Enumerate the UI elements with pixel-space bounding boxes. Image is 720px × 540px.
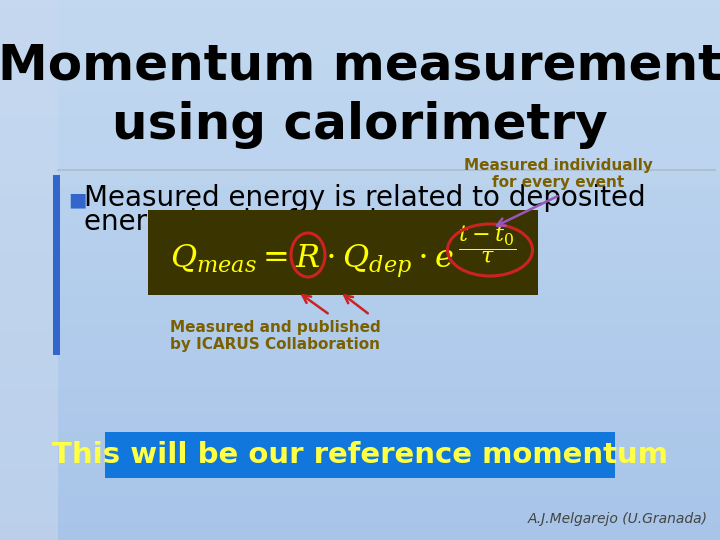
Bar bbox=[0, 269, 720, 279]
Bar bbox=[0, 215, 720, 225]
Bar bbox=[0, 206, 720, 216]
Bar bbox=[0, 422, 720, 432]
Bar bbox=[0, 0, 58, 540]
Bar bbox=[0, 26, 720, 36]
Bar bbox=[0, 296, 720, 306]
Bar bbox=[0, 458, 720, 468]
Bar bbox=[0, 152, 720, 162]
Bar bbox=[0, 521, 720, 531]
Bar bbox=[0, 125, 720, 135]
Bar bbox=[0, 494, 720, 504]
Bar bbox=[0, 485, 720, 495]
Bar bbox=[0, 188, 720, 198]
Bar bbox=[0, 404, 720, 414]
Bar bbox=[0, 53, 720, 63]
Text: ■: ■ bbox=[68, 191, 86, 210]
Bar bbox=[0, 260, 720, 270]
Bar bbox=[0, 8, 720, 18]
Bar bbox=[0, 170, 720, 180]
Bar bbox=[0, 35, 720, 45]
Bar bbox=[0, 89, 720, 99]
Bar bbox=[0, 449, 720, 459]
Bar bbox=[0, 0, 720, 185]
Bar bbox=[105, 432, 615, 478]
Bar bbox=[0, 314, 720, 324]
Bar bbox=[0, 224, 720, 234]
Bar bbox=[0, 116, 720, 126]
Bar bbox=[0, 287, 720, 297]
Bar bbox=[0, 305, 720, 315]
Bar bbox=[0, 530, 720, 540]
Bar bbox=[0, 143, 720, 153]
Text: A.J.Melgarejo (U.Granada): A.J.Melgarejo (U.Granada) bbox=[528, 512, 708, 526]
Text: Measured energy is related to deposited: Measured energy is related to deposited bbox=[84, 184, 646, 212]
Bar bbox=[0, 467, 720, 477]
Text: This will be our reference momentum: This will be our reference momentum bbox=[52, 441, 668, 469]
Bar bbox=[0, 512, 720, 522]
Bar bbox=[0, 80, 720, 90]
Bar bbox=[0, 440, 720, 450]
Bar bbox=[53, 175, 60, 355]
Bar bbox=[0, 44, 720, 54]
Bar bbox=[148, 210, 538, 295]
Bar bbox=[0, 233, 720, 243]
Bar bbox=[0, 278, 720, 288]
Bar bbox=[0, 62, 720, 72]
Text: Measured and published
by ICARUS Collaboration: Measured and published by ICARUS Collabo… bbox=[170, 320, 381, 353]
Bar bbox=[0, 251, 720, 261]
Bar bbox=[0, 107, 720, 117]
Bar bbox=[0, 476, 720, 486]
Bar bbox=[0, 332, 720, 342]
Text: Momentum measurement: Momentum measurement bbox=[0, 41, 720, 89]
Text: using calorimetry: using calorimetry bbox=[112, 101, 608, 149]
Bar bbox=[0, 503, 720, 513]
Bar bbox=[0, 377, 720, 387]
Bar bbox=[0, 197, 720, 207]
Bar bbox=[0, 71, 720, 81]
Bar bbox=[0, 341, 720, 351]
Bar bbox=[0, 359, 720, 369]
Bar bbox=[0, 242, 720, 252]
Bar bbox=[0, 134, 720, 144]
Bar bbox=[0, 98, 720, 108]
Bar bbox=[0, 395, 720, 405]
Bar bbox=[0, 179, 720, 189]
Bar bbox=[0, 386, 720, 396]
Bar bbox=[0, 323, 720, 333]
Bar bbox=[0, 0, 720, 9]
Bar bbox=[0, 350, 720, 360]
Bar bbox=[0, 17, 720, 27]
Bar bbox=[0, 161, 720, 171]
Bar bbox=[0, 413, 720, 423]
Bar bbox=[0, 431, 720, 441]
Bar bbox=[0, 368, 720, 378]
Text: energy by the formula:: energy by the formula: bbox=[84, 208, 403, 236]
Text: $Q_{meas} = \mathit{R} \cdot Q_{dep} \cdot e^{\,\dfrac{t-t_{0}}{\tau}}$: $Q_{meas} = \mathit{R} \cdot Q_{dep} \cd… bbox=[170, 225, 516, 280]
Text: Measured individually
for every event: Measured individually for every event bbox=[464, 158, 652, 190]
